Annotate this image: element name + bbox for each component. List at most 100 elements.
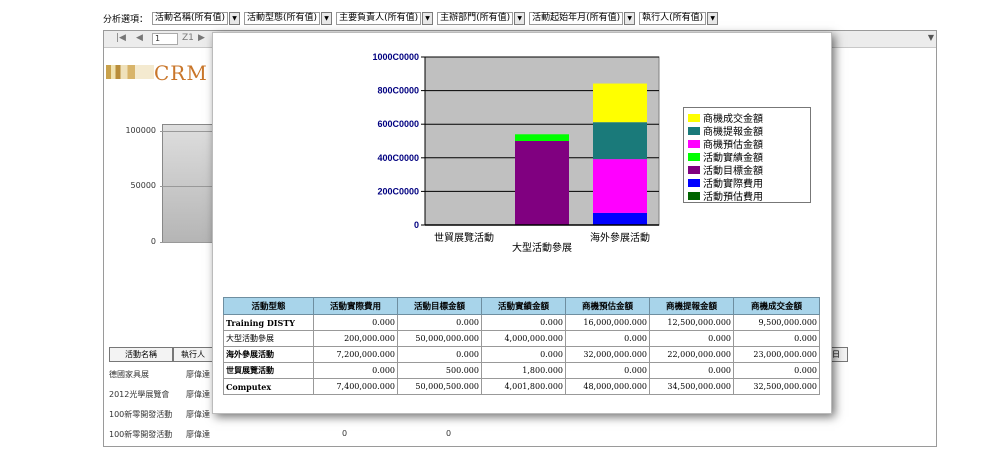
bg-gridline <box>160 242 220 243</box>
bg-cell-name: 100新零開發活動 <box>109 430 173 439</box>
bg-cell-name: 100新零開發活動 <box>109 410 173 419</box>
bg-table-row: 2012光學展覽會 <box>109 389 169 400</box>
legend-item: 商機提報金額 <box>688 124 810 138</box>
bar-segment <box>593 212 647 225</box>
filter-bar: 分析選項： 活動名稱(所有值) ▼ 活動型態(所有值) ▼ 主要負責人(所有值)… <box>103 10 722 26</box>
legend-swatch <box>688 139 700 148</box>
table-header-row: 活動型態 活動實際費用 活動目標金額 活動實績金額 商機預估金額 商機提報金額 … <box>223 297 820 315</box>
filter-value[interactable]: 執行人(所有值) <box>639 11 707 25</box>
col-header: 活動實績金額 <box>481 297 566 315</box>
table-cell: 0.000 <box>481 314 566 331</box>
bg-cell-person: 廖偉達 <box>186 390 210 399</box>
table-cell: 0.000 <box>313 314 398 331</box>
bg-cell-person: 廖偉達 <box>186 410 210 419</box>
legend-label: 商機預估金額 <box>703 140 763 151</box>
prev-page-button[interactable]: ◀ <box>136 33 143 43</box>
legend-label: 活動實績金額 <box>703 153 763 164</box>
legend-swatch <box>688 152 700 161</box>
legend-item: 商機成交金額 <box>688 111 810 125</box>
bg-y-tick: 0 <box>150 237 156 246</box>
x-category-label: 海外參展活動 <box>590 231 650 244</box>
y-tick-label: 1000C0000 <box>372 52 419 62</box>
y-tick-label: 600C0000 <box>377 119 419 129</box>
legend-label: 商機提報金額 <box>703 127 763 138</box>
bar-segment <box>593 159 647 213</box>
dropdown-arrow-icon[interactable]: ▼ <box>422 11 434 25</box>
table-cell: Computex <box>223 378 314 395</box>
filter-value[interactable]: 主要負責人(所有值) <box>336 11 422 25</box>
legend-label: 活動預估費用 <box>703 192 763 203</box>
legend-label: 活動實際費用 <box>703 179 763 190</box>
col-header: 商機成交金額 <box>733 297 820 315</box>
legend-swatch <box>688 191 700 200</box>
bar-segment <box>515 141 569 225</box>
filter-owner[interactable]: 主要負責人(所有值) ▼ <box>336 11 434 25</box>
y-tick-label: 200C0000 <box>377 186 419 196</box>
filter-department[interactable]: 主辦部門(所有值) ▼ <box>437 11 526 25</box>
x-category-label: 大型活動參展 <box>512 241 572 254</box>
legend-label: 商機成交金額 <box>703 114 763 125</box>
table-cell: 0.000 <box>397 346 482 363</box>
bg-y-tick: 100000 <box>125 126 156 135</box>
table-cell: 9,500,000.000 <box>733 314 820 331</box>
legend-swatch <box>688 178 700 187</box>
table-cell: 0.000 <box>313 362 398 379</box>
dropdown-arrow-icon[interactable]: ▼ <box>229 11 241 25</box>
summary-popup: 0 200C0000 400C0000 600C0000 800C0000 1000C00… <box>212 32 832 414</box>
table-cell: 1,800.000 <box>481 362 566 379</box>
legend-swatch <box>688 113 700 122</box>
bg-col-header: 執行人 <box>173 347 213 362</box>
legend-swatch <box>688 126 700 135</box>
filter-bar-label: 分析選項： <box>103 14 149 25</box>
dropdown-arrow-icon[interactable]: ▼ <box>514 11 526 25</box>
bar-segment <box>593 122 647 160</box>
table-row: Training DISTY 0.000 0.000 0.000 16,000,… <box>223 314 820 331</box>
table-cell: 32,000,000.000 <box>565 346 650 363</box>
filter-value[interactable]: 活動起始年月(所有值) <box>529 11 624 25</box>
table-cell: 500.000 <box>397 362 482 379</box>
bg-y-tick: 50000 <box>130 181 156 190</box>
bg-table-header: 活動名稱 執行人 <box>109 347 213 362</box>
table-row: Computex 7,400,000.000 50,000,500.000 4,… <box>223 378 820 395</box>
table-row: 大型活動參展 200,000.000 50,000,000.000 4,000,… <box>223 330 820 347</box>
table-row: 海外參展活動 7,200,000.000 0.000 0.000 32,000,… <box>223 346 820 363</box>
filter-value[interactable]: 主辦部門(所有值) <box>437 11 514 25</box>
filter-start-month[interactable]: 活動起始年月(所有值) ▼ <box>529 11 636 25</box>
logo-graphic <box>106 65 154 79</box>
filter-executor[interactable]: 執行人(所有值) ▼ <box>639 11 719 25</box>
bg-table-row: 100新零開發活動 <box>109 409 172 420</box>
table-row: 世貿展覽活動 0.000 500.000 1,800.000 0.000 0.0… <box>223 362 820 379</box>
dropdown-arrow-icon[interactable]: ▼ <box>707 11 719 25</box>
table-cell: 16,000,000.000 <box>565 314 650 331</box>
table-cell: 世貿展覽活動 <box>223 362 314 379</box>
legend-item: 活動實績金額 <box>688 150 810 164</box>
bg-cell-person: 廖偉達 <box>186 430 210 439</box>
dropdown-arrow-icon[interactable]: ▼ <box>321 11 333 25</box>
table-cell: 0.000 <box>481 346 566 363</box>
bar-segment <box>515 134 569 141</box>
first-page-button[interactable]: |◀ <box>116 33 126 43</box>
page-number-input[interactable]: 1 <box>152 33 178 45</box>
bg-col-header: 活動名稱 <box>109 347 173 362</box>
filter-value[interactable]: 活動型態(所有值) <box>244 11 321 25</box>
summary-table: 活動型態 活動實際費用 活動目標金額 活動實績金額 商機預估金額 商機提報金額 … <box>223 297 820 395</box>
table-cell: 23,000,000.000 <box>733 346 820 363</box>
table-cell: 12,500,000.000 <box>649 314 734 331</box>
scroll-down-icon[interactable]: ▼ <box>927 33 934 42</box>
bg-gridline <box>160 131 220 132</box>
filter-activity-name[interactable]: 活動名稱(所有值) ▼ <box>152 11 241 25</box>
chart-legend: 商機成交金額 商機提報金額 商機預估金額 活動實績金額 活動目標金額 活動實際費用 活動預估… <box>683 107 811 203</box>
table-cell: 大型活動參展 <box>223 330 314 347</box>
col-header: 活動型態 <box>223 297 314 315</box>
next-page-button[interactable]: ▶ <box>198 33 205 43</box>
filter-activity-type[interactable]: 活動型態(所有值) ▼ <box>244 11 333 25</box>
filter-value[interactable]: 活動名稱(所有值) <box>152 11 229 25</box>
y-tick-label: 800C0000 <box>377 86 419 96</box>
table-cell: 0.000 <box>565 362 650 379</box>
table-cell: 0.000 <box>733 330 820 347</box>
dropdown-arrow-icon[interactable]: ▼ <box>624 11 636 25</box>
page-count: Z1 <box>182 33 194 43</box>
bar-segment <box>593 83 647 123</box>
y-tick-label: 0 <box>414 220 419 230</box>
table-cell: 48,000,000.000 <box>565 378 650 395</box>
